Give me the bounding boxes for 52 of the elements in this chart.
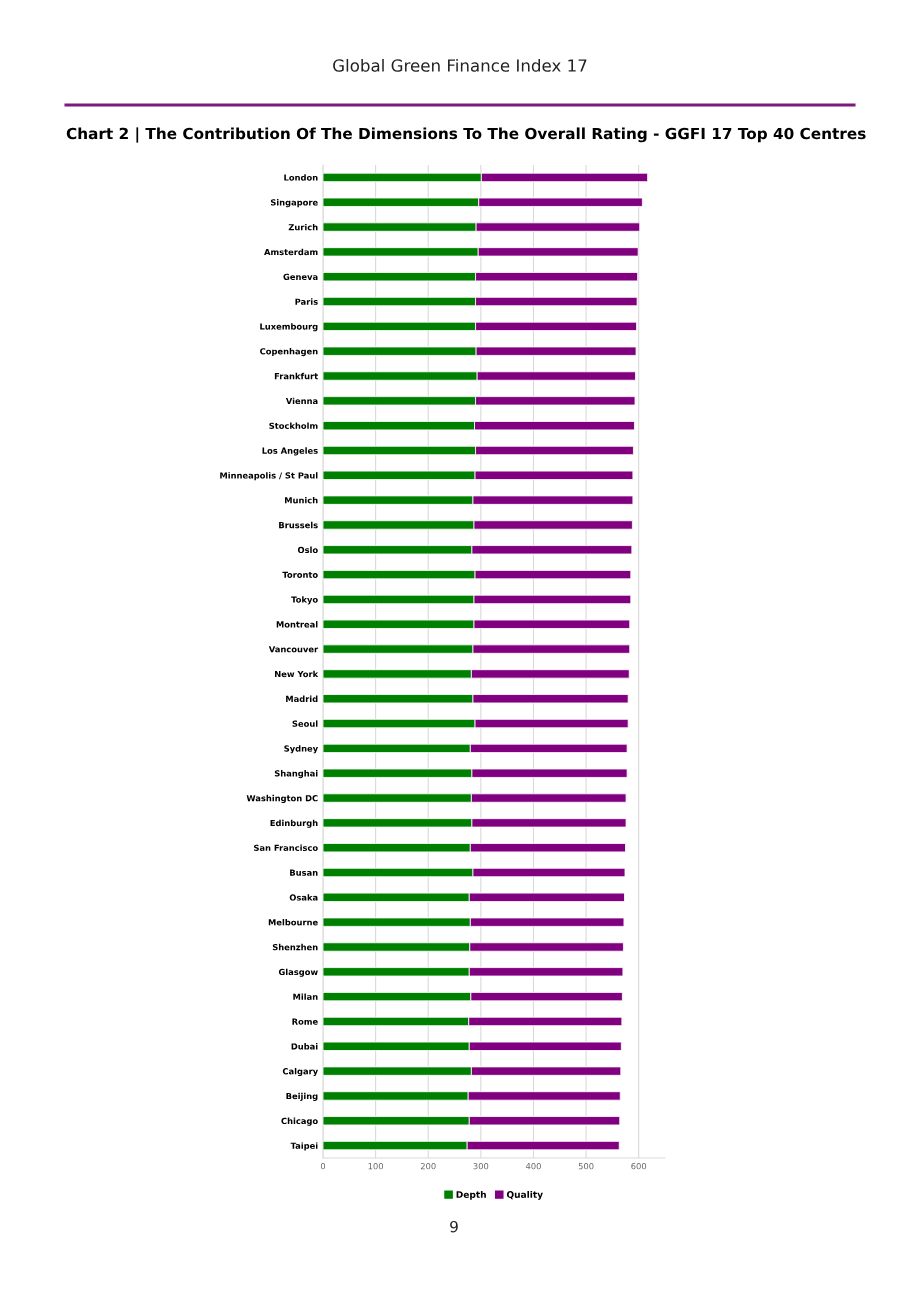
y-tick-label: Osaka [289,894,318,901]
chart-title: Chart 2 | The Contribution Of The Dimensions To The Overall Rating - GGFI 17 Top 40 Centres [66,127,866,143]
y-tick-label: London [284,174,318,181]
y-tick-label: Calgary [282,1067,318,1077]
x-tick-label: 100 [368,1163,384,1170]
y-tick-label: Tokyo [291,596,318,605]
y-tick-label: Chicago [281,1117,318,1126]
y-tick-label: Copenhagen [260,348,318,357]
y-tick-label: Singapore [270,199,318,208]
y-tick-label: Geneva [283,273,318,280]
y-tick-label: Madrid [286,695,318,703]
y-tick-label: Melbourne [268,919,318,926]
y-tick-label: Shenzhen [272,943,318,951]
y-tick-label: Shanghai [274,770,318,779]
y-tick-label: Frankfurt [274,372,318,380]
y-tick-label: Vienna [285,397,318,405]
y-tick-label: Beijing [286,1092,318,1101]
y-tick-label: Rome [292,1018,318,1025]
x-tick-label: 600 [631,1163,647,1170]
y-tick-label: Toronto [282,571,318,578]
y-tick-label: Vancouver [268,646,319,653]
text: 9 [450,1220,458,1233]
y-tick-label: Zurich [288,223,318,231]
legend-label: Quality [506,1190,543,1200]
x-tick-label: 0 [320,1163,326,1170]
y-tick-label: Busan [290,869,318,876]
y-tick-label: Minneapolis / St Paul [220,472,318,481]
y-tick-label: Amsterdam [264,248,318,256]
y-tick-label: Taipei [290,1142,318,1151]
y-tick-label: Munich [285,496,318,504]
text: Global Green Finance Index 17 [333,58,587,72]
y-tick-label: Luxembourg [260,323,318,332]
y-tick-label: Los Angeles [262,447,318,456]
y-tick-label: Washington DC [246,794,318,803]
x-tick-label: 500 [578,1163,594,1170]
y-tick-label: Edinburgh [270,819,318,828]
y-tick-label: Oslo [297,546,318,554]
y-tick-label: Seoul [292,720,318,727]
y-tick-label: Stockholm [269,422,318,429]
y-tick-label: Sydney [284,745,318,754]
y-tick-label: Brussels [279,521,318,529]
x-tick-label: 400 [525,1163,541,1170]
y-tick-label: Montreal [276,621,318,628]
y-tick-label: Milan [293,993,318,1000]
x-tick-label: 300 [473,1163,489,1170]
legend-label: Depth [456,1190,486,1200]
y-tick-label: Glasgow [278,968,318,977]
x-tick-label: 200 [420,1163,436,1170]
y-tick-label: New York [275,670,319,678]
y-tick-label: Paris [295,298,318,305]
y-tick-label: San Francisco [254,844,318,851]
y-tick-label: Dubai [291,1043,318,1050]
